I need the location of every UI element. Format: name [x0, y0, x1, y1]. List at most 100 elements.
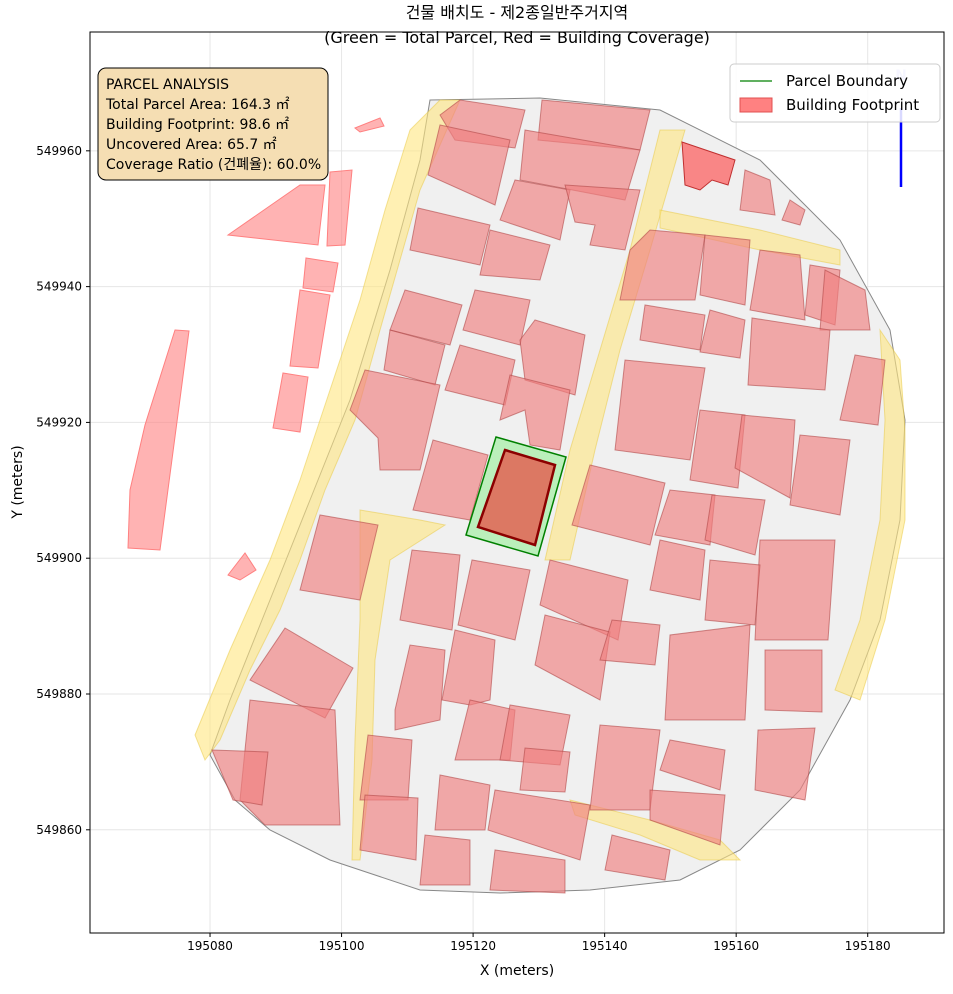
- building: [571, 464, 666, 546]
- building: [519, 319, 586, 396]
- building: [359, 734, 413, 801]
- legend-label: Building Footprint: [786, 96, 919, 114]
- building: [326, 169, 353, 247]
- x-tick-label: 195100: [319, 939, 365, 953]
- building: [754, 539, 836, 641]
- building: [399, 549, 461, 631]
- building: [226, 184, 326, 246]
- building: [564, 184, 641, 251]
- building: [127, 329, 190, 551]
- building: [444, 344, 516, 406]
- road: [659, 209, 841, 266]
- building: [354, 117, 385, 133]
- building: [739, 169, 776, 216]
- building-footprint: [476, 448, 557, 547]
- x-axis-label: X (meters): [480, 963, 554, 979]
- chart-title: 건물 배치도 - 제2종일반주거지역: [406, 3, 629, 22]
- building: [747, 317, 831, 391]
- building: [499, 374, 571, 451]
- y-tick-label: 549860: [36, 823, 82, 837]
- building: [664, 624, 751, 721]
- building: [734, 414, 796, 499]
- highlight-building-bright: [681, 141, 736, 191]
- building: [359, 794, 419, 861]
- buildings: [211, 99, 886, 894]
- x-tick-label: 195160: [713, 939, 759, 953]
- y-tick-label: 549940: [36, 280, 82, 294]
- legend: Parcel Boundary Building Footprint: [729, 63, 941, 123]
- building: [599, 619, 661, 666]
- x-tick-label: 195140: [582, 939, 628, 953]
- building: [239, 699, 341, 826]
- info-line: Total Parcel Area: 164.3 ㎡: [105, 97, 290, 113]
- building: [394, 644, 446, 731]
- y-tick-label: 549960: [36, 144, 82, 158]
- building: [462, 289, 531, 346]
- info-line: Uncovered Area: 65.7 ㎡: [106, 137, 277, 153]
- building: [704, 559, 761, 626]
- building: [839, 354, 886, 426]
- building: [659, 739, 726, 791]
- info-line: PARCEL ANALYSIS: [106, 77, 229, 93]
- building: [619, 229, 706, 301]
- info-line: Coverage Ratio (건폐율): 60.0%: [106, 157, 321, 173]
- building: [614, 359, 706, 461]
- legend-label: Parcel Boundary: [786, 72, 908, 90]
- y-tick-label: 549920: [36, 415, 82, 429]
- legend-frame: [729, 63, 941, 123]
- building: [457, 559, 531, 641]
- building: [412, 439, 489, 521]
- building: [272, 372, 309, 433]
- building: [699, 234, 751, 306]
- building: [479, 229, 551, 281]
- y-tick-label: 549900: [36, 551, 82, 565]
- building: [749, 249, 806, 321]
- building: [639, 304, 706, 351]
- x-tick-label: 195120: [450, 939, 496, 953]
- info-box-frame: [97, 67, 329, 181]
- building: [419, 834, 471, 886]
- building: [704, 494, 766, 556]
- y-axis-label: Y (meters): [10, 445, 26, 519]
- building: [764, 649, 823, 713]
- building: [689, 409, 746, 489]
- building: [754, 727, 816, 801]
- building: [649, 789, 726, 846]
- building: [489, 849, 566, 894]
- building: [409, 207, 491, 266]
- building: [519, 747, 571, 793]
- info-line: Building Footprint: 98.6 ㎡: [106, 117, 289, 133]
- building: [434, 774, 491, 831]
- road: [194, 99, 461, 762]
- building: [589, 724, 661, 811]
- building: [819, 269, 871, 331]
- chart-subtitle: (Green = Total Parcel, Red = Building Co…: [324, 28, 710, 47]
- outside-buildings: [127, 117, 385, 581]
- building: [349, 369, 441, 471]
- plot-frame: [89, 31, 945, 934]
- building: [389, 289, 463, 346]
- building: [249, 627, 354, 719]
- building: [649, 539, 706, 601]
- building: [699, 309, 746, 359]
- y-tick-label: 549880: [36, 687, 82, 701]
- building: [789, 434, 851, 516]
- building: [487, 789, 591, 861]
- info-box: PARCEL ANALYSIS Total Parcel Area: 164.3 …: [97, 67, 329, 181]
- building: [781, 199, 806, 226]
- building: [383, 329, 446, 386]
- x-tick-label: 195180: [845, 939, 891, 953]
- map-layer: N: [127, 68, 907, 894]
- building: [299, 514, 379, 601]
- legend-swatch: [739, 97, 773, 113]
- building: [604, 834, 671, 881]
- road: [834, 328, 906, 701]
- building: [302, 257, 339, 293]
- building: [227, 552, 257, 581]
- building: [441, 629, 496, 706]
- building: [289, 289, 331, 369]
- building: [211, 749, 269, 806]
- x-tick-label: 195080: [187, 939, 233, 953]
- building: [427, 124, 511, 206]
